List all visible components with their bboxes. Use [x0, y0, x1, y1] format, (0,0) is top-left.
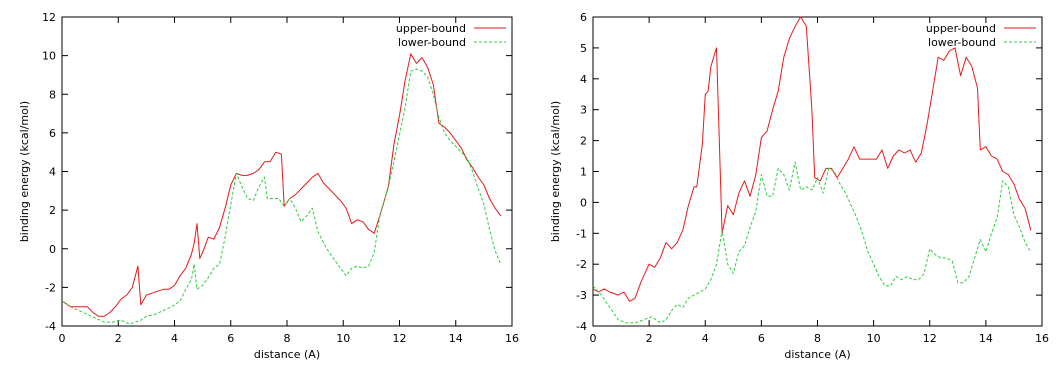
- y-tick-label: 10: [42, 50, 56, 63]
- y-tick-label: -4: [576, 320, 587, 333]
- y-tick-label: 3: [580, 104, 587, 117]
- x-tick-label: 14: [449, 332, 463, 345]
- x-tick-label: 8: [284, 332, 291, 345]
- x-tick-label: 0: [59, 332, 66, 345]
- y-axis-title: binding energy (kcal/mol): [549, 101, 562, 242]
- chart-left-svg: 0 2 4 6 8 10 12 14 16 -4 -2 0 2 4 6 8 10 12 distance (A) bi…: [18, 11, 519, 361]
- y-tick-label: -2: [45, 281, 56, 294]
- y-tick-label: 6: [49, 127, 56, 140]
- x-tick-label: 0: [590, 332, 597, 345]
- y-tick-label: 0: [49, 243, 56, 256]
- y-tick-label: 4: [580, 73, 587, 86]
- plot-frame: [592, 16, 1043, 327]
- x-axis-title: distance (A): [784, 348, 850, 361]
- chart-left: 0 2 4 6 8 10 12 14 16 -4 -2 0 2 4 6 8 10 12 distance (A) bi…: [0, 0, 528, 367]
- x-tick-label: 4: [171, 332, 178, 345]
- legend-label-upper-bound: upper-bound: [926, 22, 996, 35]
- legend-label-upper-bound: upper-bound: [396, 22, 466, 35]
- y-tick-label: 1: [580, 166, 587, 179]
- y-tick-label: 5: [580, 42, 587, 55]
- x-tick-label: 12: [393, 332, 407, 345]
- y-tick-label: 2: [49, 204, 56, 217]
- x-tick-label: 16: [1035, 332, 1049, 345]
- series-line-upper-bound: [592, 16, 1032, 302]
- y-tick-label: 12: [42, 11, 56, 24]
- x-tick-label: 12: [923, 332, 937, 345]
- series-line-lower-bound: [592, 161, 1032, 324]
- y-tick-label: -4: [45, 320, 56, 333]
- y-tick-label: 0: [580, 196, 587, 209]
- y-tick-label: 2: [580, 135, 587, 148]
- y-axis-title: binding energy (kcal/mol): [18, 101, 31, 242]
- y-tick-label: 8: [49, 88, 56, 101]
- chart-right: 0 2 4 6 8 10 12 14 16 -4 -3 -2 -1 0 1 2 3 4 5 6 distance (A)…: [530, 0, 1057, 367]
- x-tick-label: 10: [336, 332, 350, 345]
- x-tick-label: 2: [646, 332, 653, 345]
- x-tick-label: 2: [115, 332, 122, 345]
- x-tick-label: 8: [814, 332, 821, 345]
- plot-frame: [61, 16, 513, 327]
- x-tick-label: 14: [979, 332, 993, 345]
- y-tick-label: -2: [576, 258, 587, 271]
- y-tick-label: -3: [576, 289, 587, 302]
- legend-label-lower-bound: lower-bound: [398, 36, 466, 49]
- x-tick-label: 6: [758, 332, 765, 345]
- series-line-upper-bound: [61, 53, 502, 317]
- legend-label-lower-bound: lower-bound: [928, 36, 996, 49]
- series-line-lower-bound: [61, 68, 502, 325]
- x-tick-label: 10: [867, 332, 881, 345]
- y-tick-label: 6: [580, 11, 587, 24]
- x-tick-label: 16: [505, 332, 519, 345]
- y-tick-label: 4: [49, 166, 56, 179]
- y-tick-label: -1: [576, 227, 587, 240]
- x-tick-label: 6: [227, 332, 234, 345]
- x-axis-title: distance (A): [254, 348, 320, 361]
- x-tick-label: 4: [702, 332, 709, 345]
